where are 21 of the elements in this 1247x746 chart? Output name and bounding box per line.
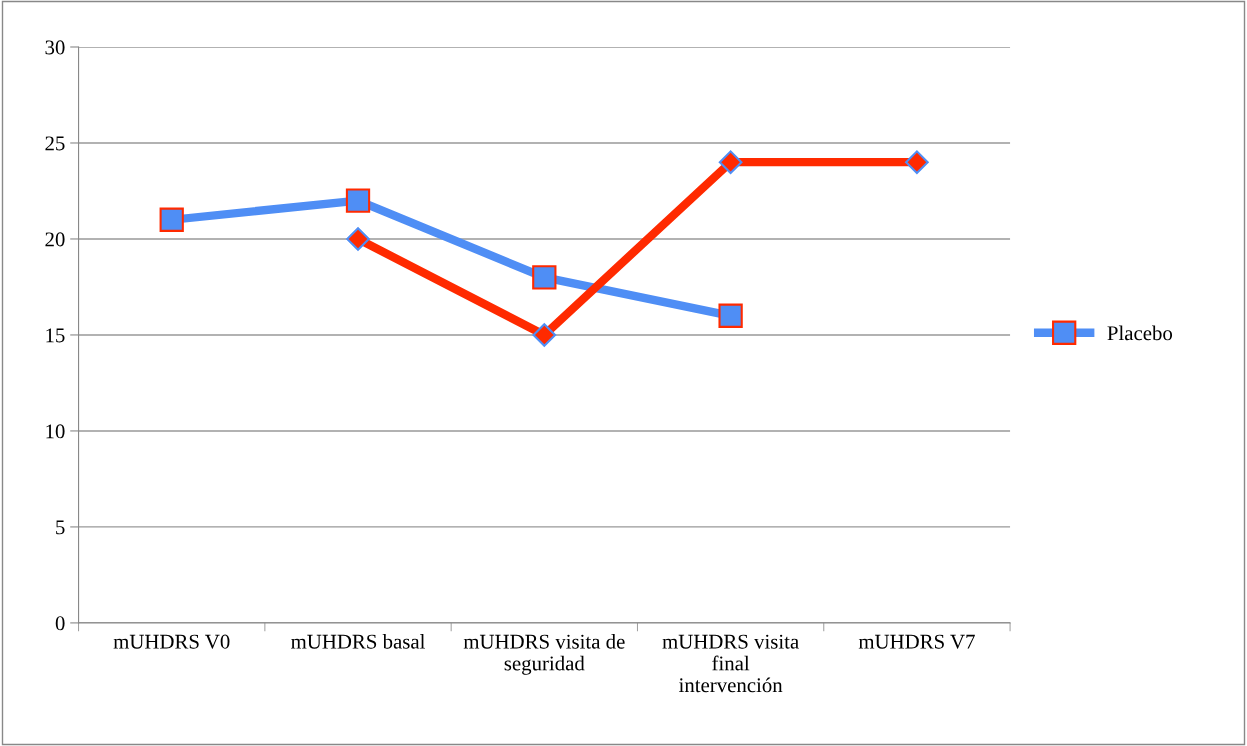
- y-tick-label: 0: [55, 616, 65, 631]
- x-tick-label: mUHDRS V0: [113, 634, 230, 649]
- point: [159, 207, 184, 232]
- y-tick-label: 25: [45, 136, 65, 151]
- x-tick-label: mUHDRS visita de seguridad: [463, 634, 625, 675]
- x-tick-label: mUHDRS V7: [858, 634, 975, 649]
- point: [718, 303, 743, 328]
- x-tick-label: mUHDRS basal: [291, 634, 426, 649]
- legend-label: Placebo: [1107, 325, 1173, 341]
- y-tick-label: 5: [56, 520, 65, 535]
- y-tick-label: 30: [45, 40, 65, 55]
- point: [346, 227, 370, 251]
- point: [345, 188, 371, 213]
- y-tick-label: 10: [46, 424, 65, 439]
- x-tick-label: mUHDRS visita final intervención: [662, 634, 799, 693]
- point: [905, 150, 929, 175]
- point: [718, 150, 743, 175]
- y-tick-label: 15: [46, 328, 65, 343]
- point: [532, 265, 557, 290]
- y-tick-label: 20: [45, 232, 65, 247]
- point: [532, 323, 557, 347]
